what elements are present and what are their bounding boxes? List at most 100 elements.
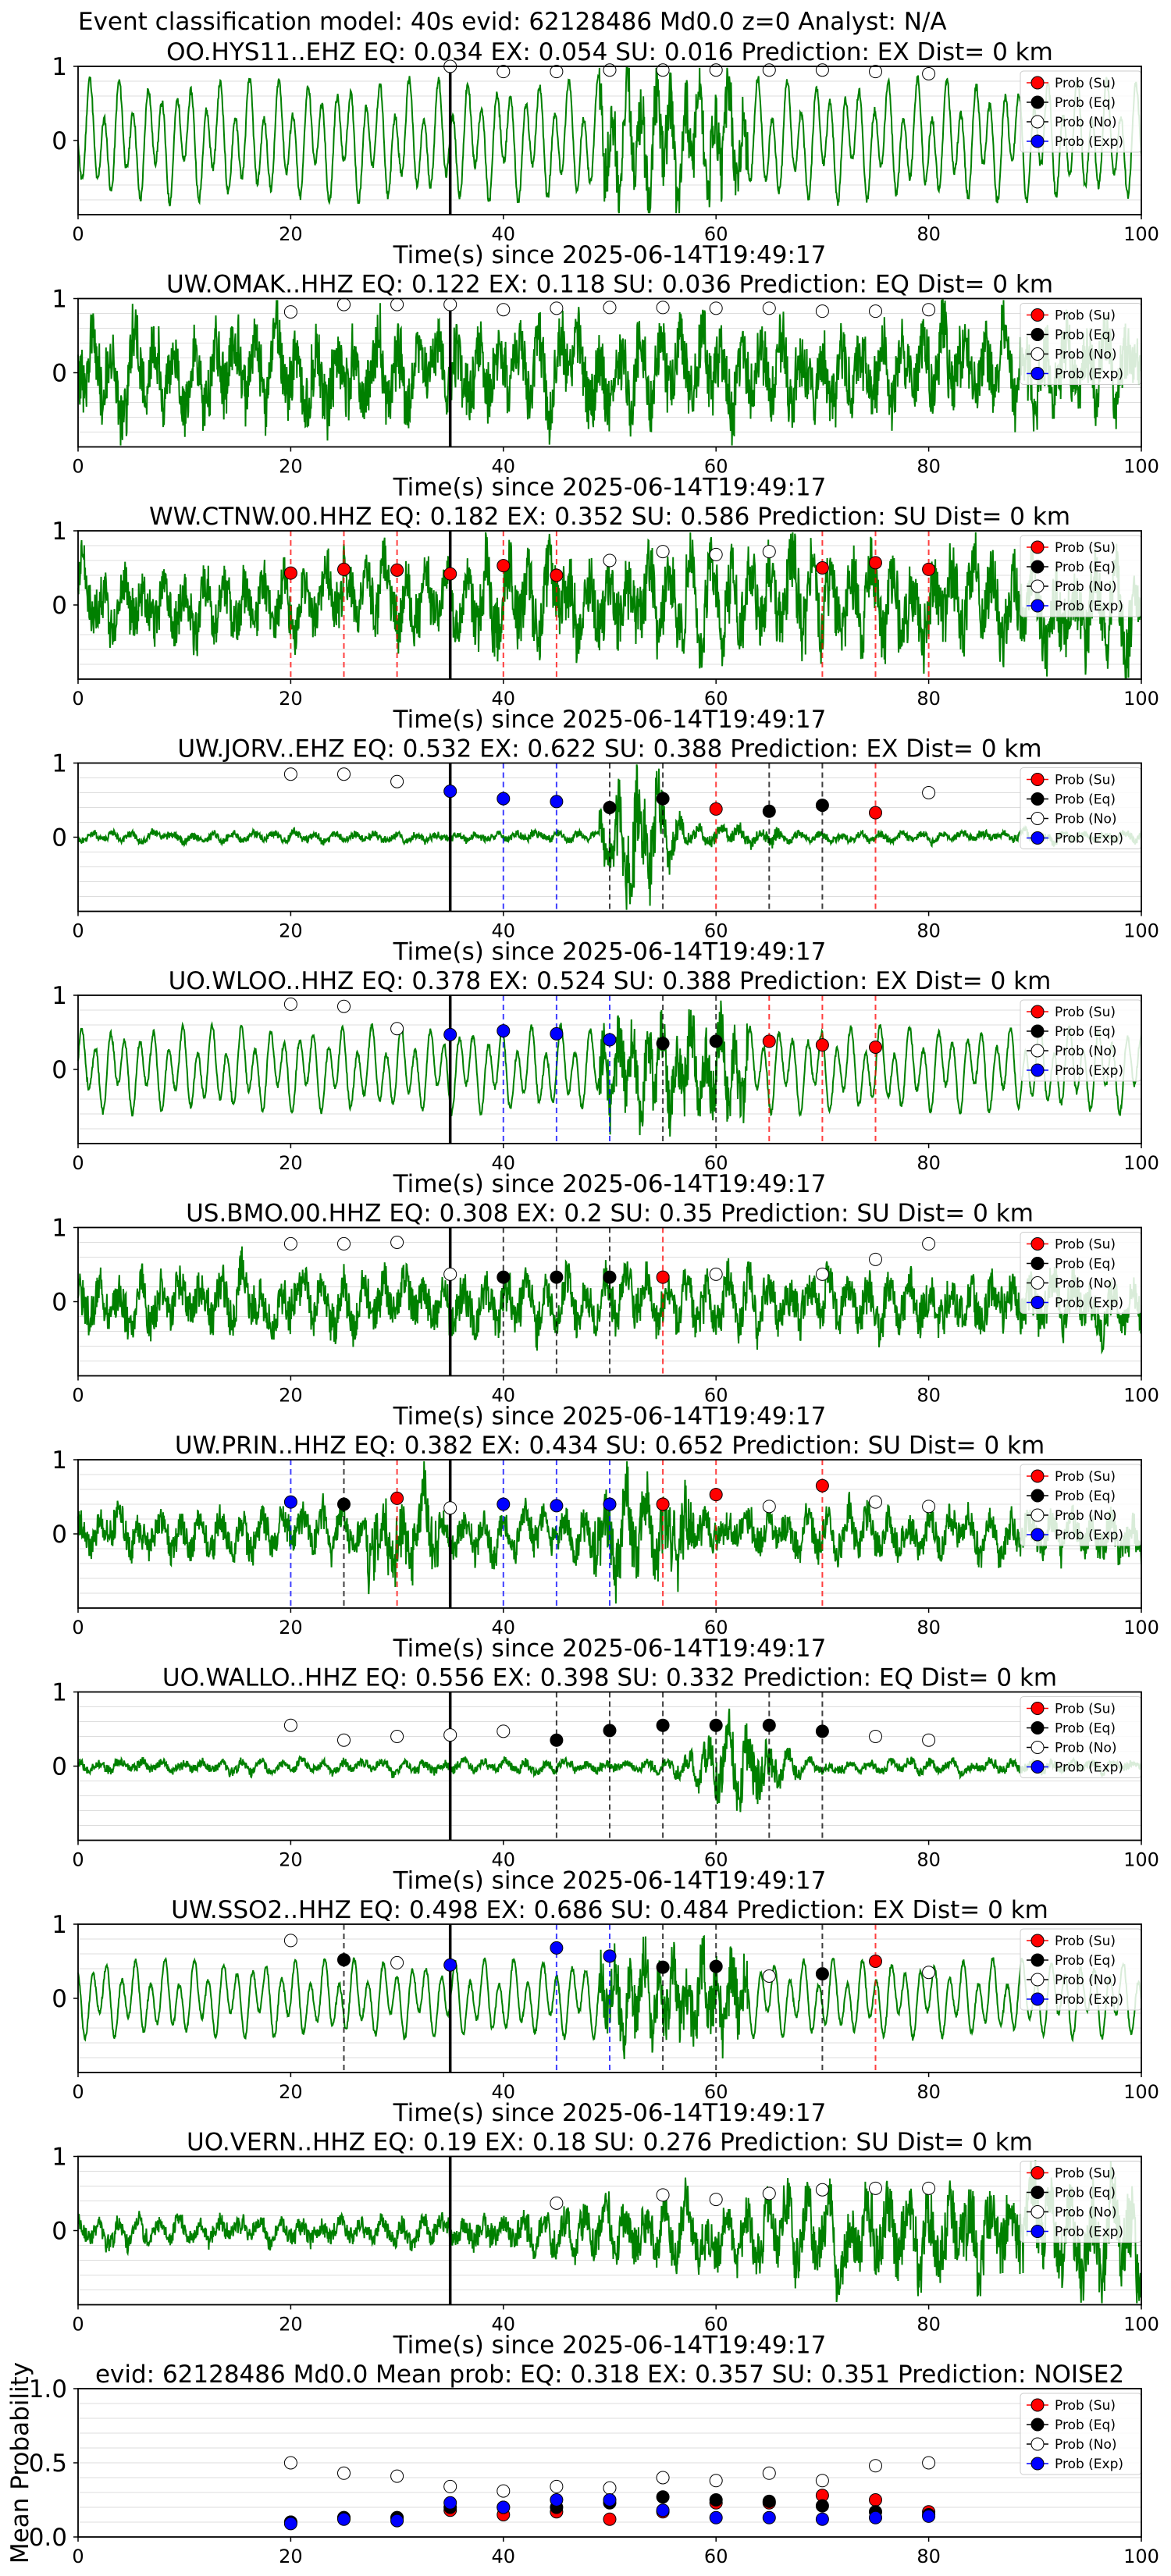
x-tick-label: 60	[704, 920, 728, 942]
legend-label-eq: Prob (Eq)	[1055, 1257, 1116, 1272]
x-tick-label: 60	[704, 1849, 728, 1871]
prob-marker-exp	[603, 1497, 617, 1511]
prob-marker-eq	[815, 799, 829, 813]
prob-marker-su	[815, 1038, 829, 1052]
prob-marker-su	[762, 1034, 776, 1048]
x-tick-label: 40	[492, 920, 516, 942]
legend-marker-su	[1030, 1702, 1045, 1715]
prob-marker-no	[283, 1718, 297, 1732]
prob-marker-no	[390, 1022, 404, 1036]
panel-title: UW.SSO2..HHZ EQ: 0.498 EX: 0.686 SU: 0.4…	[171, 1896, 1048, 1924]
prob-marker-eq	[709, 1959, 723, 1973]
legend-marker-exp	[1030, 1528, 1045, 1542]
x-tick-label: 100	[1123, 456, 1159, 478]
prob-marker-exp	[497, 792, 511, 806]
legend-marker-su	[1030, 540, 1045, 554]
waveform-trace	[77, 532, 1142, 679]
y-tick-label: 1	[52, 518, 67, 546]
x-tick-label: 0	[72, 2546, 84, 2567]
legend-marker-eq	[1030, 1721, 1045, 1735]
panel-4: UO.WLOO..HHZ EQ: 0.378 EX: 0.524 SU: 0.3…	[52, 967, 1159, 1198]
waveform-trace	[77, 299, 1142, 446]
panel-title: UO.VERN..HHZ EQ: 0.19 EX: 0.18 SU: 0.276…	[187, 2129, 1033, 2157]
y-tick-label: 0	[52, 1985, 67, 2013]
x-tick-label: 20	[279, 688, 303, 710]
mean-marker-no	[869, 2459, 882, 2473]
mean-marker-no	[390, 2469, 404, 2483]
prob-marker-no	[603, 553, 617, 568]
y-tick-label: 1	[52, 2144, 67, 2172]
prob-marker-no	[283, 1934, 297, 1948]
legend-marker-no	[1030, 1508, 1045, 1522]
legend-label-su: Prob (Su)	[1055, 1237, 1116, 1253]
x-tick-label: 100	[1123, 1849, 1159, 1871]
panel-9: UO.VERN..HHZ EQ: 0.19 EX: 0.18 SU: 0.276…	[52, 2129, 1159, 2360]
prob-marker-su	[550, 568, 564, 582]
x-tick-label: 80	[917, 920, 941, 942]
prob-marker-eq	[762, 1718, 776, 1732]
legend-marker-exp	[1030, 599, 1045, 613]
panel-title: UW.OMAK..HHZ EQ: 0.122 EX: 0.118 SU: 0.0…	[166, 271, 1053, 299]
prob-marker-su	[815, 561, 829, 575]
legend-label-exp: Prob (Exp)	[1055, 1992, 1123, 2008]
prob-marker-no	[497, 303, 511, 317]
x-tick-label: 20	[279, 2546, 303, 2567]
mean-marker-exp	[869, 2510, 882, 2524]
prob-marker-no	[762, 301, 776, 315]
legend-marker-exp	[1030, 2225, 1045, 2238]
x-axis-label: Time(s) since 2025-06-14T19:49:17	[393, 1867, 827, 1895]
legend-marker-no	[1030, 1973, 1045, 1987]
axes-frame	[77, 994, 1142, 1144]
axes-frame	[77, 530, 1142, 680]
x-tick-label: 0	[72, 1385, 84, 1407]
legend-label-no: Prob (No)	[1055, 1508, 1117, 1524]
figure-title: Event classification model: 40s evid: 62…	[78, 8, 947, 36]
legend-marker-su	[1030, 1934, 1045, 1948]
y-tick-label: 0.0	[29, 2524, 67, 2552]
legend-marker-exp	[1030, 1760, 1045, 1774]
prob-marker-no	[762, 1500, 776, 1514]
x-axis-label: Time(s) since 2025-06-14T19:49:17	[393, 2332, 827, 2360]
legend-label-eq: Prob (Eq)	[1055, 2418, 1116, 2433]
prob-marker-eq	[656, 792, 670, 806]
panel-title: UW.PRIN..HHZ EQ: 0.382 EX: 0.434 SU: 0.6…	[175, 1432, 1045, 1460]
axes-frame	[77, 2388, 1142, 2538]
x-tick-label: 20	[279, 1385, 303, 1407]
prob-marker-exp	[550, 1499, 564, 1513]
legend-marker-eq	[1030, 1489, 1045, 1503]
legend-label-exp: Prob (Exp)	[1055, 2225, 1123, 2240]
prob-marker-no	[922, 1966, 936, 1980]
x-tick-label: 20	[279, 920, 303, 942]
x-tick-label: 100	[1123, 1385, 1159, 1407]
legend-label-no: Prob (No)	[1055, 2205, 1117, 2221]
legend-marker-su	[1030, 2166, 1045, 2179]
prob-marker-su	[922, 562, 936, 576]
panel-title: evid: 62128486 Md0.0 Mean prob: EQ: 0.31…	[95, 2361, 1124, 2389]
legend-marker-exp	[1030, 1296, 1045, 1309]
legend-marker-no	[1030, 1044, 1045, 1058]
prob-marker-eq	[656, 1960, 670, 1974]
panel-5: US.BMO.00.HHZ EQ: 0.308 EX: 0.2 SU: 0.35…	[52, 1200, 1159, 1431]
prob-marker-eq	[550, 1733, 564, 1747]
legend-marker-exp	[1030, 831, 1045, 845]
legend-label-no: Prob (No)	[1055, 1276, 1117, 1292]
prob-marker-eq	[656, 1718, 670, 1732]
x-tick-label: 20	[279, 1849, 303, 1871]
axes-frame	[77, 2155, 1142, 2306]
legend-marker-eq	[1030, 2186, 1045, 2199]
panel-3: UW.JORV..EHZ EQ: 0.532 EX: 0.622 SU: 0.3…	[52, 735, 1159, 966]
axes-frame	[77, 1459, 1142, 1609]
prob-marker-no	[922, 67, 936, 80]
legend-label-exp: Prob (Exp)	[1055, 1063, 1123, 1079]
x-axis-label: Time(s) since 2025-06-14T19:49:17	[393, 706, 827, 734]
prob-marker-no	[550, 65, 564, 79]
legend-label-eq: Prob (Eq)	[1055, 792, 1116, 808]
prob-marker-su	[869, 1955, 882, 1968]
x-tick-label: 20	[279, 456, 303, 478]
panel-title: UW.JORV..EHZ EQ: 0.532 EX: 0.622 SU: 0.3…	[177, 735, 1041, 763]
prob-marker-no	[390, 297, 404, 311]
prob-marker-eq	[550, 1270, 564, 1284]
legend-label-eq: Prob (Eq)	[1055, 560, 1116, 575]
mean-marker-no	[550, 2479, 564, 2493]
